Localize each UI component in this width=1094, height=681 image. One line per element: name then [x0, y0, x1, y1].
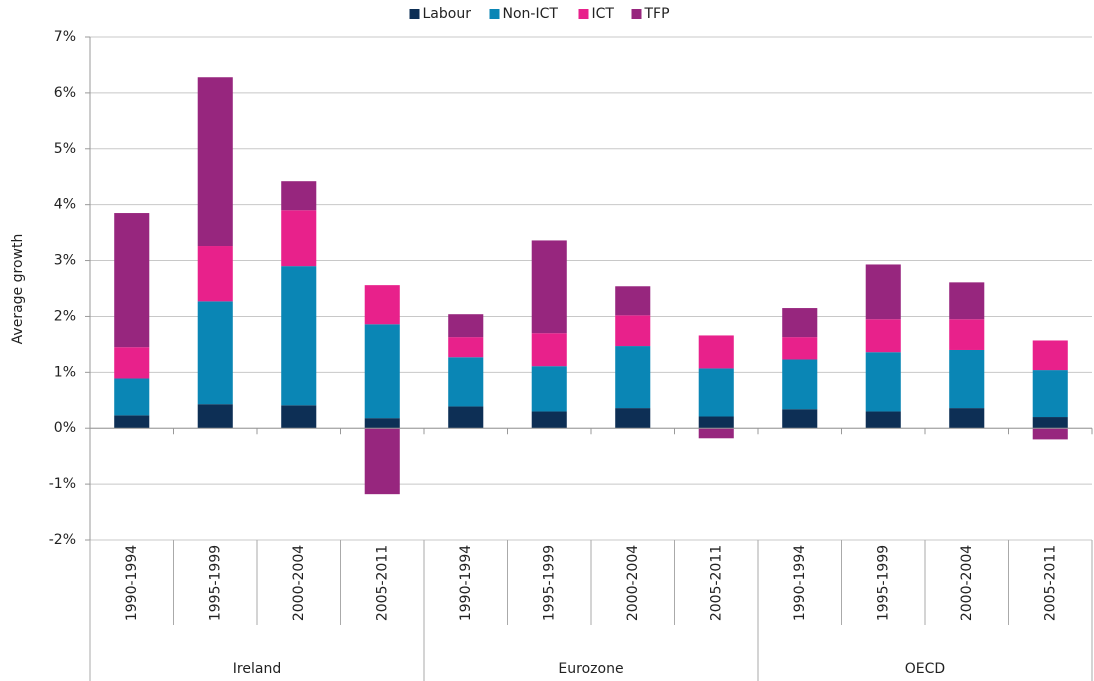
bar-segment	[949, 319, 985, 350]
x-tick-label: 1995-1999	[207, 545, 223, 621]
bar-segment	[197, 301, 233, 405]
x-tick-label: 1990-1994	[458, 545, 474, 621]
legend-swatch	[578, 9, 589, 19]
y-tick-label: 5%	[54, 141, 76, 157]
bar-segment	[615, 408, 651, 429]
legend-swatch	[409, 9, 420, 19]
x-tick-label: 2000-2004	[959, 545, 975, 621]
bar-segment	[448, 406, 484, 429]
bar-segment	[615, 315, 651, 347]
bar-segment	[197, 246, 233, 302]
x-tick-label: 1995-1999	[875, 545, 891, 621]
x-tick-label: 2005-2011	[374, 545, 390, 621]
bar-segment	[949, 282, 985, 320]
y-tick-label: -2%	[49, 532, 76, 548]
bar-segment	[615, 286, 651, 316]
y-tick-label: 7%	[54, 29, 76, 45]
bar-segment	[448, 314, 484, 338]
y-tick-label: 1%	[54, 364, 76, 380]
bar-segment	[698, 416, 734, 429]
x-tick-label: 2005-2011	[708, 545, 724, 621]
bar-segment	[865, 411, 901, 429]
bar-segment	[197, 77, 233, 247]
bar-segment	[949, 349, 985, 409]
bar-segment	[782, 409, 818, 429]
bar-segment	[531, 366, 567, 412]
bar-segment	[114, 213, 150, 348]
bar-segment	[197, 404, 233, 429]
bar-segment	[531, 240, 567, 334]
bar-segment	[1032, 340, 1068, 371]
legend-swatch	[489, 9, 500, 19]
bar-segment	[281, 210, 317, 267]
group-label: OECD	[905, 661, 945, 677]
bar-segment	[782, 337, 818, 360]
bar-segment	[1032, 417, 1068, 429]
bar-segment	[531, 333, 567, 367]
legend-label: Non-ICT	[503, 6, 559, 22]
bar-segment	[698, 335, 734, 369]
x-tick-label: 2005-2011	[1042, 545, 1058, 621]
legend-swatch	[631, 9, 642, 19]
bar-segment	[364, 285, 400, 325]
bar-segment	[281, 181, 317, 211]
legend-label: ICT	[592, 6, 615, 22]
bar-segment	[1032, 370, 1068, 418]
bar-segment	[865, 352, 901, 412]
bar-segment	[364, 418, 400, 429]
bar-segment	[281, 405, 317, 429]
bar-segment	[949, 408, 985, 429]
legend-label: Labour	[423, 6, 472, 22]
y-tick-label: 4%	[54, 197, 76, 213]
legend-label: TFP	[644, 6, 670, 22]
bar-segment	[114, 415, 150, 429]
bar-segment	[698, 368, 734, 417]
x-tick-label: 1990-1994	[124, 545, 140, 621]
y-tick-label: 6%	[54, 85, 76, 101]
y-tick-label: 3%	[54, 253, 76, 269]
bar-segment	[1032, 428, 1068, 440]
bar-segment	[865, 319, 901, 353]
bar-segment	[364, 428, 400, 495]
bar-segment	[281, 266, 317, 406]
y-tick-label: 2%	[54, 308, 76, 324]
bar-segment	[698, 428, 734, 439]
bar-segment	[448, 337, 484, 358]
x-tick-label: 1990-1994	[792, 545, 808, 621]
bar-segment	[114, 378, 150, 416]
x-tick-label: 2000-2004	[291, 545, 307, 621]
x-tick-label: 1995-1999	[541, 545, 557, 621]
y-tick-label: -1%	[49, 476, 76, 492]
bar-segment	[364, 324, 400, 419]
y-axis-title: Average growth	[10, 234, 26, 345]
bar-segment	[615, 346, 651, 409]
bar-segment	[114, 347, 150, 379]
bar-segment	[448, 357, 484, 407]
y-tick-label: 0%	[54, 420, 76, 436]
bar-segment	[782, 359, 818, 410]
bar-segment	[782, 308, 818, 338]
bar-segment	[865, 264, 901, 320]
group-label: Eurozone	[558, 661, 623, 677]
x-tick-label: 2000-2004	[625, 545, 641, 621]
group-label: Ireland	[233, 661, 281, 677]
bar-segment	[531, 411, 567, 429]
